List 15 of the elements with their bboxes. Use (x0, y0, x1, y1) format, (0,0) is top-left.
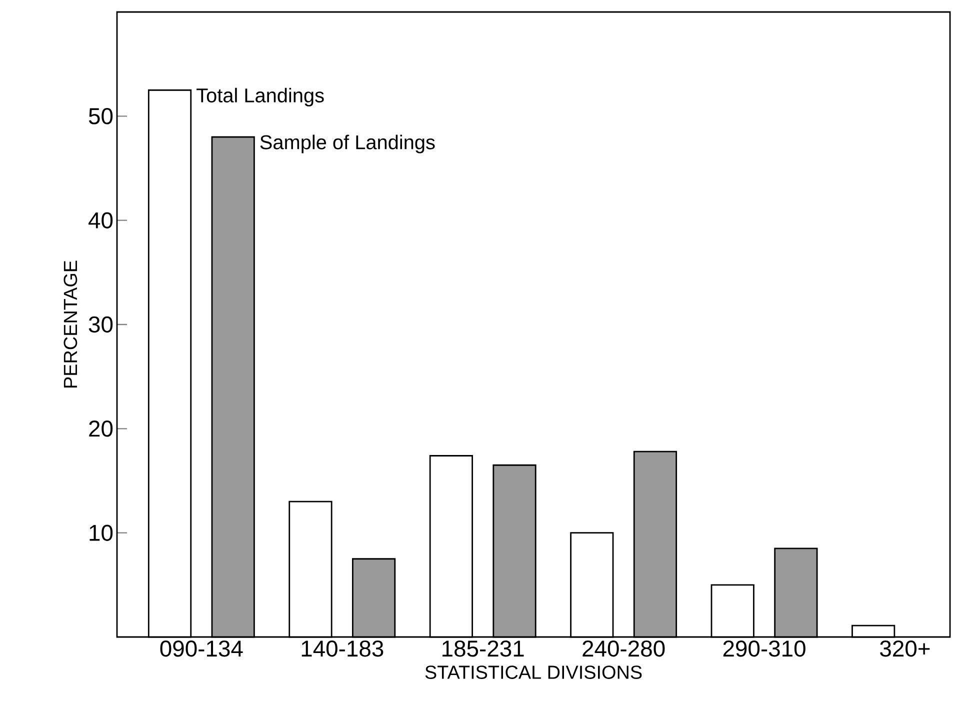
y-tick-label: 10 (90, 524, 113, 541)
x-tick-label: 185-231 (442, 640, 524, 657)
series-label: Total Landings (196, 88, 324, 106)
y-tick-label: 50 (88, 108, 113, 124)
x-tick-label: 090-134 (160, 640, 243, 657)
x-axis-title: STATISTICAL DIVISIONS (425, 666, 642, 679)
series-label: Sample of Landings (260, 134, 435, 154)
y-tick-label: 20 (89, 420, 113, 437)
x-tick-label: 140-183 (302, 640, 384, 657)
x-tick-label: 290-310 (723, 640, 806, 657)
x-tick-label: 320+ (880, 640, 930, 657)
y-tick-label: 40 (88, 212, 113, 228)
y-axis-title: PERCENTAGE (64, 260, 78, 388)
y-tick-label: 30 (88, 316, 113, 333)
x-tick-label: 240-280 (582, 640, 665, 657)
